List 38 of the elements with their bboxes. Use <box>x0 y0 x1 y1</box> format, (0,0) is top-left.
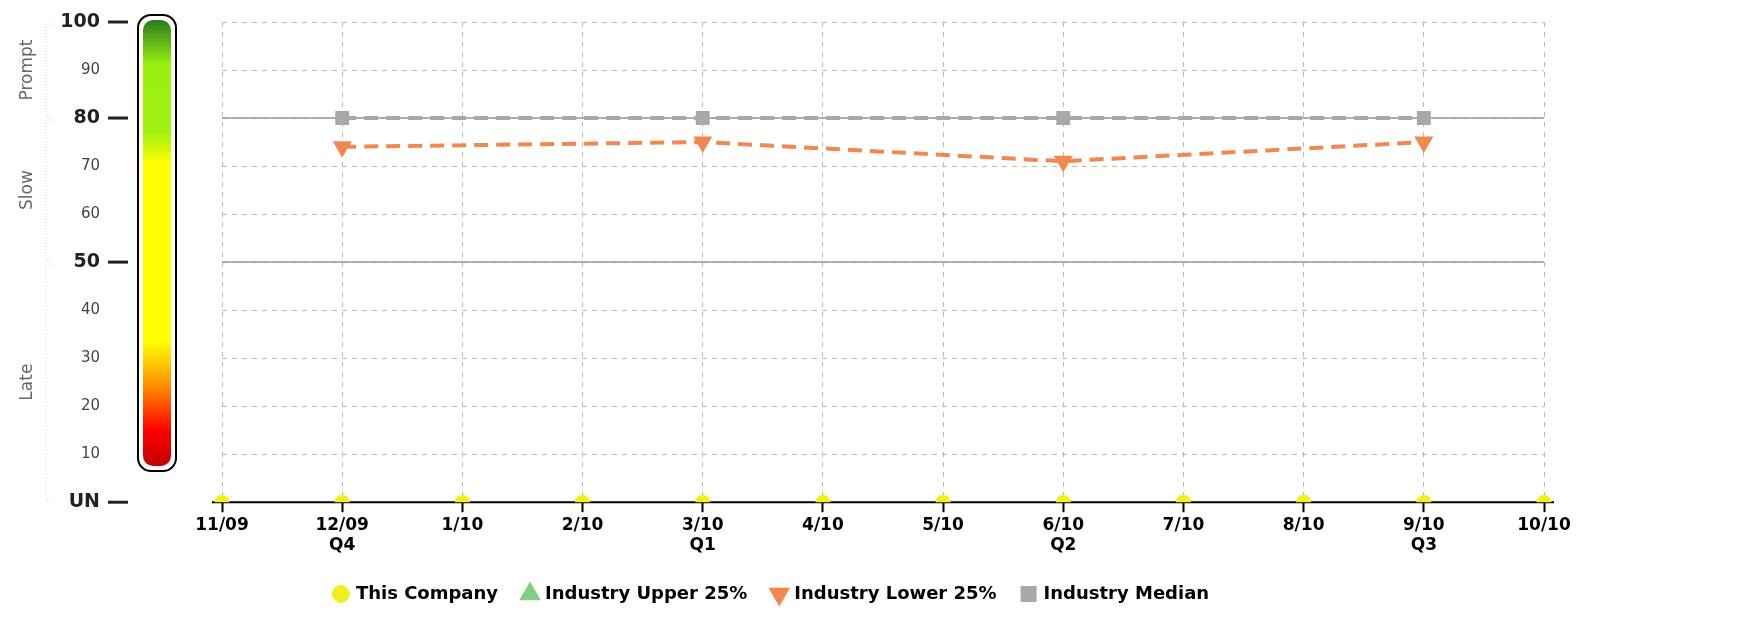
y-tick-label: UN <box>68 489 100 512</box>
x-tick-label: 12/09 Q4 <box>315 513 369 555</box>
x-tick-label: 2/10 <box>561 513 604 534</box>
x-tick-label: 4/10 <box>802 513 844 534</box>
point <box>694 136 711 152</box>
point <box>1416 111 1431 125</box>
x-tick-label: 3/10 Q1 <box>681 513 724 555</box>
text: Prompt <box>16 39 37 101</box>
text: Slow <box>16 170 37 210</box>
x-tick-label: 11/09 <box>195 513 249 534</box>
point <box>1415 136 1432 152</box>
x-tick-label: 10/10 <box>1517 513 1571 534</box>
y-tick-label: 80 <box>73 104 100 127</box>
x-tick-label: 6/10 Q2 <box>1042 513 1085 555</box>
point <box>1055 155 1072 171</box>
point <box>695 111 710 125</box>
x-tick-label: 8/10 <box>1282 513 1325 534</box>
y-tick-label: 90 <box>80 59 100 78</box>
y-tick-label: 60 <box>80 203 100 222</box>
y-tick-label: 10 <box>80 444 100 463</box>
y-tick-label: 20 <box>80 396 100 415</box>
text: Late <box>16 363 37 401</box>
legend-label: Industry Median <box>1043 581 1210 603</box>
y-tick-label: 30 <box>80 348 100 367</box>
point <box>334 141 351 156</box>
point <box>335 111 350 125</box>
x-tick-label: 1/10 <box>441 513 484 534</box>
y-tick-label: 40 <box>80 300 100 319</box>
legend-label: This Company <box>355 581 499 603</box>
x-tick-label: 7/10 <box>1162 513 1205 534</box>
x-tick-label: 5/10 <box>922 513 965 534</box>
x-tick-label: 9/10 Q3 <box>1402 513 1445 555</box>
legend-label: Industry Upper 25% <box>545 581 748 603</box>
point <box>1056 111 1071 125</box>
y-tick-label: 70 <box>80 155 100 174</box>
y-tick-label: 50 <box>73 249 100 272</box>
legend-label: Industry Lower 25% <box>794 581 997 603</box>
y-tick-label: 100 <box>60 8 100 31</box>
